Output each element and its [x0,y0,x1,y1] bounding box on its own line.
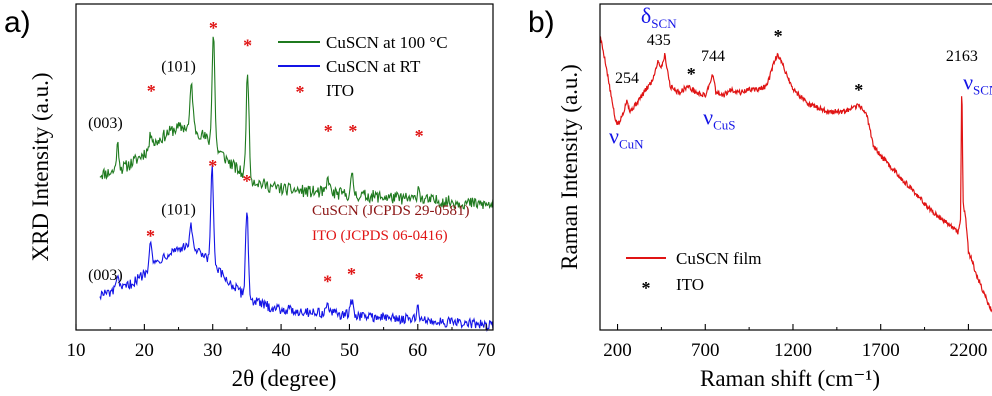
panel-a-legend: CuSCN at 100 °C CuSCN at RT * ITO [278,33,448,102]
peak-label-2: (101) [161,202,196,219]
legend-label-cuscn-film: CuSCN film [676,249,762,268]
legend-ito-star-black: * [642,278,651,298]
legend-label-100c: CuSCN at 100 °C [326,33,448,52]
ito-star-a-4: * [348,121,357,141]
panel-b-y-axis-title: Raman Intensity (a.u.) [557,64,582,270]
raman-peak-label-0: 254 [615,70,639,87]
panel-b-plot-area: 254 435 744 2163 δSCN νCuN νCuS νSCN * * * [599,3,992,313]
panel-a-letter: a) [4,6,31,39]
panel-a-y-axis-title: XRD Intensity (a.u.) [28,72,53,261]
panel-b-frame [599,3,992,331]
peak-label-3: (003) [88,267,123,284]
ito-star-a-6: * [146,226,155,246]
a-xtick-label-6: 70 [477,340,496,361]
mode-label-3: νSCN [963,69,992,97]
mode-label-0: δSCN [641,3,677,31]
ito-star-a-1: * [209,18,218,38]
mode-label-sub-3: SCN [973,82,992,97]
panel-a: a) (003) (101) (101) (003) * * * * * * * * * * * * 10 20… [4,3,496,391]
ito-star-a-5: * [415,126,424,146]
a-xtick-label-0: 10 [67,340,86,361]
a-xtick-label-3: 40 [272,340,291,361]
mode-label-sub-1: CuN [619,136,644,151]
panel-b-x-axis: 200 700 1200 1700 2200 [603,324,987,361]
panel-a-x-axis: 10 20 30 40 50 60 70 [67,324,496,361]
series-line-100c [99,36,494,210]
raman-peak-label-1: 435 [647,32,671,49]
panel-b: b) 254 435 744 2163 δSCN νCuN νCuS νSCN * * * 200 7… [528,3,992,391]
mode-label-2: νCuS [703,104,735,132]
ito-star-a-11: * [415,269,424,289]
a-xtick-label-4: 50 [340,340,359,361]
ito-star-b-2: * [854,80,863,100]
panel-a-x-axis-title: 2θ (degree) [232,366,337,391]
panel-b-legend: CuSCN film * ITO [626,249,762,298]
ito-star-b-1: * [774,26,783,46]
raman-peak-label-2: 744 [701,48,725,65]
b-xtick-label-0: 200 [603,340,632,361]
a-xtick-label-1: 20 [135,340,154,361]
b-xtick-label-4: 2200 [949,340,987,361]
b-xtick-label-1: 700 [691,340,720,361]
panel-a-plot-area: (003) (101) (101) (003) * * * * * * * * * * * * [88,18,494,332]
peak-label-0: (003) [88,115,123,132]
ito-star-a-9: * [323,271,332,291]
b-xtick-label-3: 1700 [862,340,900,361]
ito-star-b-0: * [687,64,696,84]
ito-star-a-2: * [243,36,252,56]
legend-label-ito-b: ITO [676,275,704,294]
legend-label-ito: ITO [326,81,354,100]
ito-star-a-10: * [347,264,356,284]
panel-b-x-axis-title: Raman shift (cm⁻¹) [700,366,880,391]
mode-label-1: νCuN [609,123,644,151]
series-line-cuscn-film [599,36,992,313]
series-line-rt [99,164,494,332]
legend-label-rt: CuSCN at RT [326,57,421,76]
ref-cuscn-jcpds: CuSCN (JCPDS 29-0581) [312,203,470,219]
b-xtick-label-2: 1200 [774,340,812,361]
panel-a-frame [75,3,494,331]
ito-star-a-3: * [324,121,333,141]
peak-label-1: (101) [161,59,196,76]
ref-ito-jcpds: ITO (JCPDS 06-0416) [312,228,448,244]
mode-label-sub-0: SCN [651,16,677,31]
ito-star-a-8: * [242,171,251,191]
panel-b-letter: b) [528,6,555,39]
a-xtick-label-5: 60 [408,340,427,361]
mode-label-sub-2: CuS [713,117,735,132]
legend-ito-star: * [296,82,305,102]
ito-star-a-7: * [208,156,217,176]
a-xtick-label-2: 30 [203,340,222,361]
ito-star-a-0: * [147,81,156,101]
raman-peak-label-3: 2163 [946,48,978,65]
